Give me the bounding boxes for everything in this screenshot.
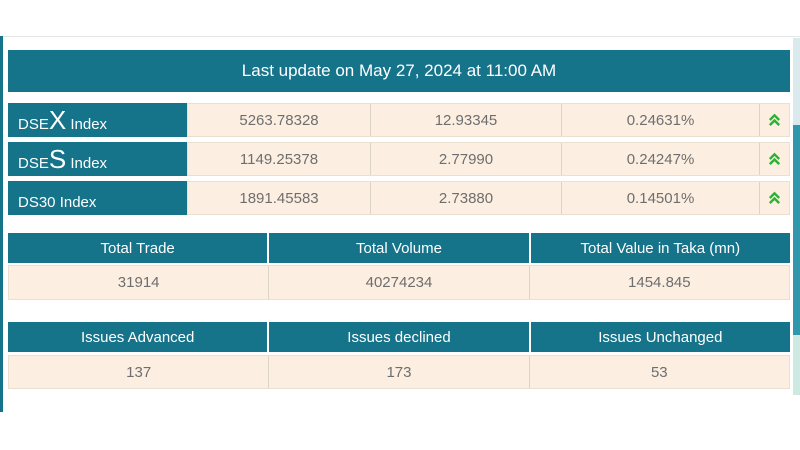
issues-declined-value: 173 (268, 356, 528, 388)
index-value: 1891.45583 (239, 189, 319, 207)
index-name-suffix: Index (66, 155, 108, 172)
index-value: 5263.78328 (239, 111, 319, 129)
trend-up-icon (759, 182, 789, 214)
index-change-percent: 0.24631% (561, 104, 759, 136)
issues-unchanged-header: Issues Unchanged (530, 322, 790, 352)
index-data-cells: 5263.78328 12.93345 0.24631% (187, 103, 790, 137)
trend-up-icon (759, 104, 789, 136)
adjacent-panel-segment-middle (793, 125, 800, 335)
index-change: 2.73880 (370, 182, 561, 214)
issues-table: Issues Advanced Issues declined Issues U… (8, 322, 790, 389)
index-row-dsex: DSEX Index 5263.78328 12.93345 0.24631% (8, 103, 790, 137)
index-name-prefix: DS30 (18, 194, 56, 211)
top-divider-line (0, 36, 800, 37)
index-data-cells: 1149.25378 2.77990 0.24247% (187, 142, 790, 176)
totals-header-row: Total Trade Total Volume Total Value in … (8, 233, 790, 263)
index-data-cells: 1891.45583 2.73880 0.14501% (187, 181, 790, 215)
index-row-ds30: DS30 Index 1891.45583 2.73880 0.14501% (8, 181, 790, 215)
issues-advanced-header: Issues Advanced (8, 322, 268, 352)
index-name-prefix: DSE (18, 116, 49, 133)
index-name-dses: DSES Index (8, 142, 187, 176)
adjacent-panel-segment-bottom (793, 335, 800, 395)
index-change: 2.77990 (370, 143, 561, 175)
index-name-big-letter: X (48, 105, 67, 135)
index-change-percent: 0.24247% (561, 143, 759, 175)
index-name-dsex: DSEX Index (8, 103, 187, 137)
adjacent-panel-segment-top (793, 38, 800, 125)
index-name-ds30: DS30 Index (8, 181, 187, 215)
issues-header-row: Issues Advanced Issues declined Issues U… (8, 322, 790, 352)
index-value: 1149.25378 (239, 150, 319, 168)
totals-table: Total Trade Total Volume Total Value in … (8, 233, 790, 300)
trend-up-icon (759, 143, 789, 175)
issues-value-row: 137 173 53 (8, 355, 790, 389)
left-panel-edge (0, 36, 3, 412)
total-volume-value: 40274234 (268, 266, 528, 299)
issues-advanced-value: 137 (126, 363, 152, 381)
adjacent-panel-edge (793, 38, 800, 395)
index-change-percent: 0.14501% (561, 182, 759, 214)
index-table: DSEX Index 5263.78328 12.93345 0.24631% … (8, 103, 790, 220)
totals-value-row: 31914 40274234 1454.845 (8, 265, 790, 300)
last-update-banner: Last update on May 27, 2024 at 11:00 AM (8, 50, 790, 92)
issues-declined-header: Issues declined (269, 322, 529, 352)
last-update-text: Last update on May 27, 2024 at 11:00 AM (241, 61, 557, 80)
index-name-suffix: Index (55, 194, 97, 211)
index-name-prefix: DSE (18, 155, 49, 172)
index-name-suffix: Index (66, 116, 108, 133)
total-trade-value: 31914 (117, 274, 160, 291)
total-volume-header: Total Volume (269, 233, 529, 263)
total-value-header: Total Value in Taka (mn) (530, 233, 790, 263)
index-name-big-letter: S (48, 144, 67, 174)
total-trade-header: Total Trade (8, 233, 268, 263)
index-change: 12.93345 (370, 104, 561, 136)
issues-unchanged-value: 53 (528, 356, 789, 388)
total-value-value: 1454.845 (528, 266, 789, 299)
index-row-dses: DSES Index 1149.25378 2.77990 0.24247% (8, 142, 790, 176)
